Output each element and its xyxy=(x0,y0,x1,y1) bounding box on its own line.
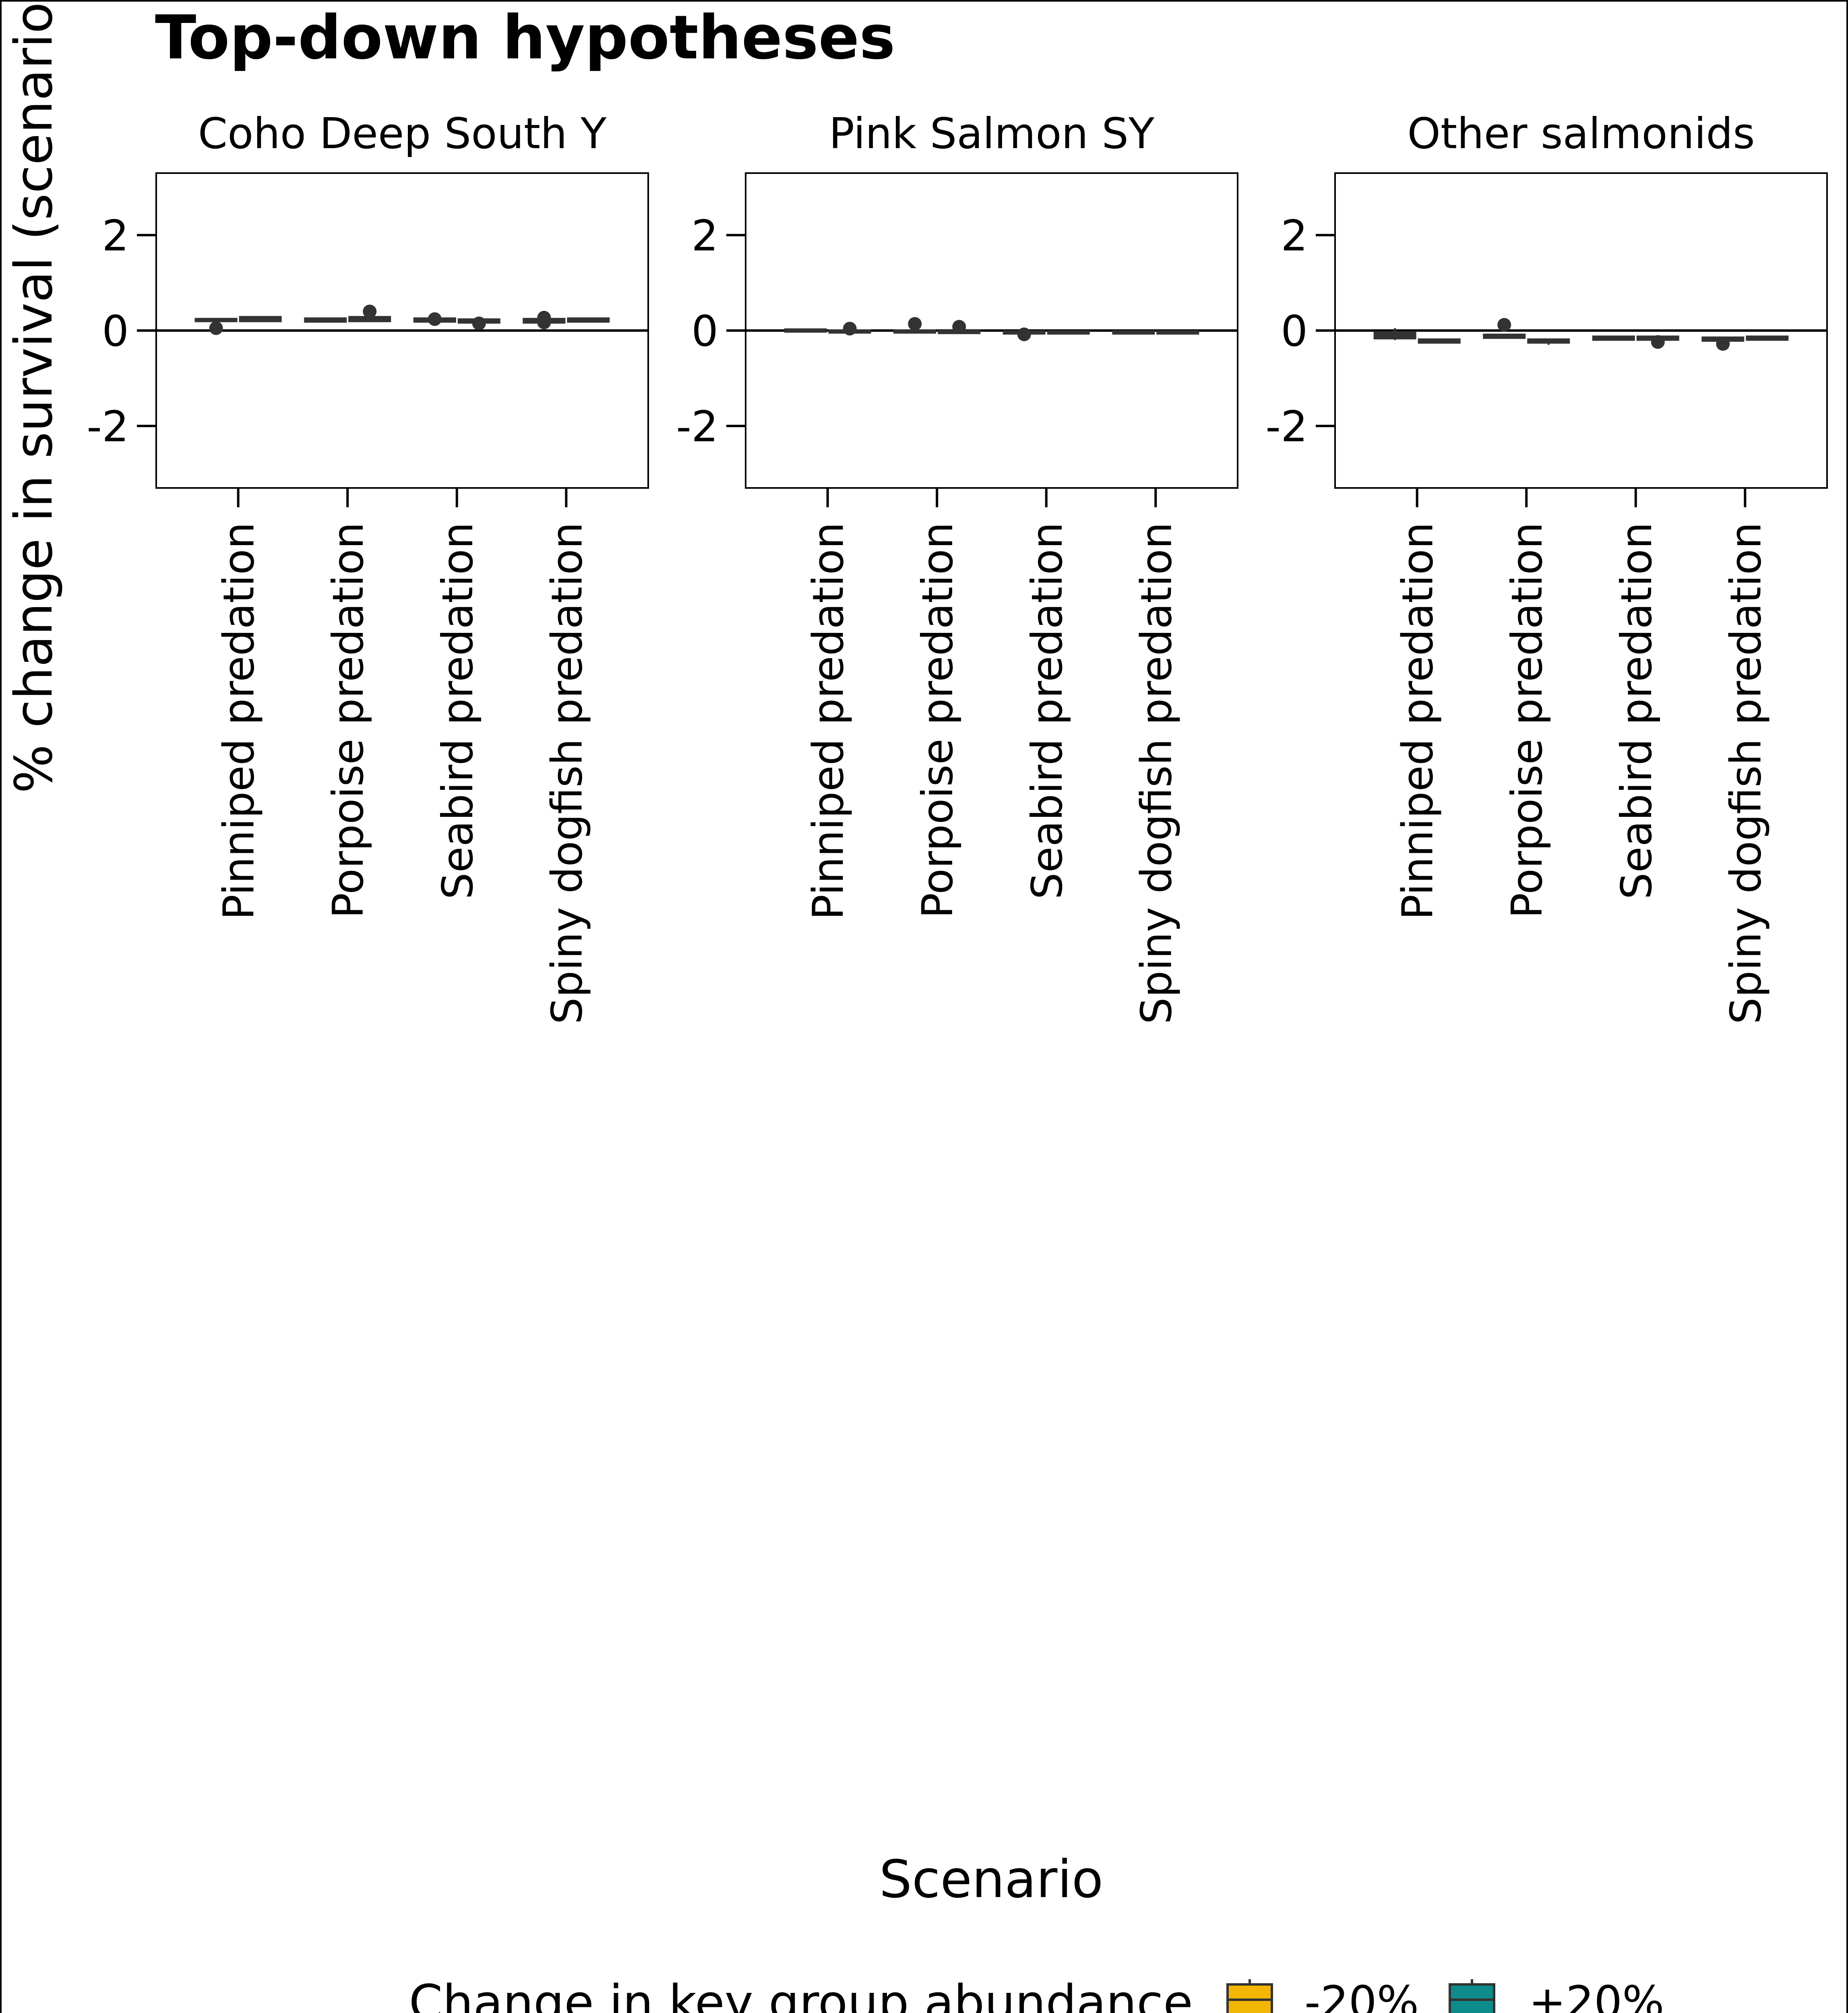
x-tick-label: Pinniped predation xyxy=(804,522,853,920)
x-tick-label: Porpoise predation xyxy=(1503,522,1552,918)
box-outlier xyxy=(952,320,966,334)
box-minus20 xyxy=(784,328,827,333)
panel-1: Pink Salmon SY -2 0 2 Pinniped predation Porp… xyxy=(676,109,1238,1024)
box-plus20 xyxy=(828,322,871,336)
box-outlier xyxy=(1497,318,1511,332)
legend: Change in key group abundance -20% +20% xyxy=(409,1975,1664,2013)
x-tick-label: Seabird predation xyxy=(1612,522,1661,899)
box-plus20 xyxy=(1636,335,1679,349)
box-outlier xyxy=(472,316,486,331)
x-tick-label: Seabird predation xyxy=(433,522,482,899)
box-plus20 xyxy=(938,320,981,334)
box-minus20 xyxy=(523,311,566,329)
y-tick-label: 0 xyxy=(1281,307,1308,356)
box-minus20 xyxy=(413,312,456,326)
box-outlier xyxy=(537,315,551,329)
box-plus20 xyxy=(1047,330,1090,335)
box-plus20 xyxy=(348,304,391,322)
box-minus20 xyxy=(1373,328,1416,340)
y-tick-label: -2 xyxy=(87,402,129,451)
y-tick-label: -2 xyxy=(1265,402,1308,451)
box-minus20 xyxy=(304,317,347,323)
box-outlier xyxy=(363,304,377,318)
box-minus20 xyxy=(1112,330,1155,335)
y-tick-label: 0 xyxy=(691,307,718,356)
box-outlier xyxy=(1716,337,1730,351)
y-tick-label: 2 xyxy=(102,211,129,260)
y-tick-label: -2 xyxy=(676,402,718,451)
box-plus20 xyxy=(567,317,610,323)
box-plus20 xyxy=(1418,338,1461,344)
box-minus20 xyxy=(1592,335,1635,341)
box-outlier xyxy=(209,321,223,335)
box-minus20 xyxy=(1701,336,1745,351)
box-minus20 xyxy=(194,318,238,335)
panel-2: Other salmonids -2 0 2 Pinniped predation Por… xyxy=(1265,109,1828,1024)
panel-strip-label: Coho Deep South Y xyxy=(198,109,607,158)
x-tick-label: Pinniped predation xyxy=(215,522,264,920)
legend-title: Change in key group abundance xyxy=(409,1975,1193,2013)
box-plus20 xyxy=(1746,335,1789,341)
box-plus20 xyxy=(457,316,500,331)
legend-label-plus20: +20% xyxy=(1529,1976,1664,2013)
legend-entry-minus20: -20% xyxy=(1226,1976,1419,2013)
legend-entry-plus20: +20% xyxy=(1449,1976,1664,2013)
y-tick-label: 2 xyxy=(691,211,718,260)
box-minus20 xyxy=(1003,327,1046,341)
box-plus20 xyxy=(1527,338,1570,345)
y-axis-label: % change in survival (scenario xyxy=(4,2,64,793)
x-tick-label: Seabird predation xyxy=(1023,522,1072,899)
x-tick-label: Pinniped predation xyxy=(1393,522,1443,920)
panel-0: Coho Deep South Y -2 0 2 Pinniped predation P… xyxy=(87,109,649,1024)
y-tick-label: 2 xyxy=(1281,211,1308,260)
x-tick-label: Spiny dogfish predation xyxy=(542,522,591,1024)
box-outlier xyxy=(1651,335,1665,349)
legend-label-minus20: -20% xyxy=(1304,1976,1419,2013)
box-outlier xyxy=(1017,327,1031,341)
panel-strip-label: Pink Salmon SY xyxy=(829,109,1155,158)
box-plus20 xyxy=(239,316,282,322)
box-outlier xyxy=(428,312,442,326)
y-tick-label: 0 xyxy=(102,307,129,356)
box-outlier xyxy=(908,317,922,331)
chart-title: Top-down hypotheses xyxy=(155,3,895,73)
x-tick-label: Spiny dogfish predation xyxy=(1132,522,1181,1024)
box-plus20 xyxy=(1156,330,1199,335)
box-minus20 xyxy=(1483,318,1526,339)
x-axis-label: Scenario xyxy=(879,1850,1103,1910)
x-tick-label: Porpoise predation xyxy=(913,522,962,918)
x-tick-label: Spiny dogfish predation xyxy=(1721,522,1770,1024)
x-tick-label: Porpoise predation xyxy=(324,522,373,918)
panel-strip-label: Other salmonids xyxy=(1407,109,1755,158)
box-outlier xyxy=(843,322,857,336)
box-minus20 xyxy=(893,317,936,334)
